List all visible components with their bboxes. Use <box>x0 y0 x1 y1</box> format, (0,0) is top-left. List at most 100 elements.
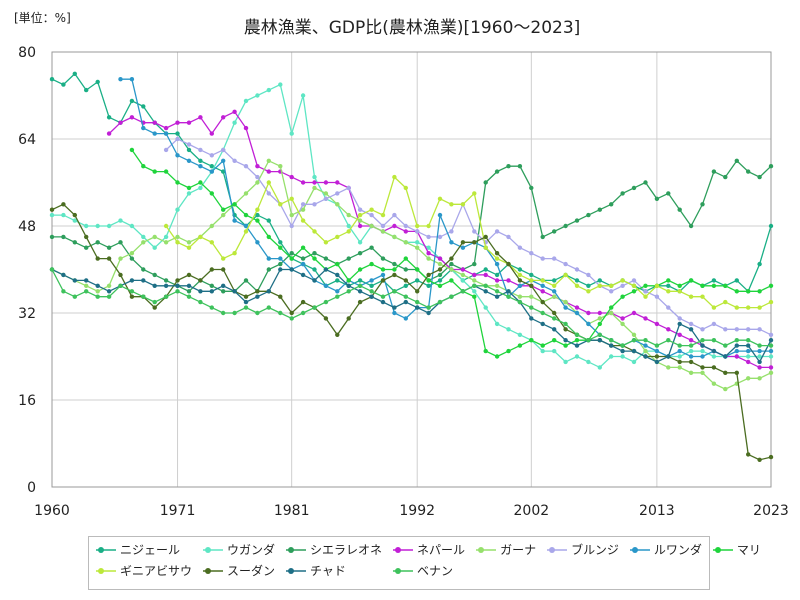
data-point <box>175 136 180 142</box>
data-point <box>529 283 534 288</box>
series-11 <box>49 267 774 365</box>
data-point <box>232 218 237 223</box>
data-point <box>380 272 386 278</box>
data-point <box>768 354 774 359</box>
data-point <box>483 267 488 272</box>
data-point <box>746 327 751 332</box>
data-point <box>757 289 762 294</box>
data-point <box>552 327 557 332</box>
data-point <box>688 354 694 359</box>
data-point <box>312 305 317 310</box>
data-point <box>141 278 146 283</box>
data-point <box>746 359 751 365</box>
data-point <box>335 294 340 299</box>
data-point <box>198 115 203 120</box>
data-point <box>552 294 557 299</box>
data-point <box>243 229 249 234</box>
data-point <box>106 131 112 136</box>
data-point <box>357 240 363 245</box>
data-point <box>437 234 443 240</box>
data-point <box>711 321 717 327</box>
data-point <box>186 142 192 147</box>
data-point <box>540 299 545 305</box>
data-point <box>746 343 751 348</box>
data-point <box>472 240 477 245</box>
data-point <box>472 283 477 288</box>
data-point <box>129 147 135 153</box>
data-point <box>540 278 545 283</box>
data-point <box>677 321 682 327</box>
data-point <box>506 234 511 240</box>
data-point <box>574 343 580 348</box>
data-point <box>346 278 351 283</box>
series-1 <box>49 71 774 294</box>
data-point <box>392 289 397 294</box>
data-point <box>711 365 717 370</box>
data-point <box>494 278 500 283</box>
data-point <box>403 299 408 305</box>
legend-item: ルワンダ <box>629 541 702 558</box>
data-point <box>232 109 237 115</box>
data-point <box>415 305 420 310</box>
data-point <box>369 245 374 250</box>
data-point <box>654 354 660 359</box>
data-point <box>494 283 500 288</box>
data-point <box>175 289 180 294</box>
data-point <box>198 278 203 283</box>
data-point <box>392 310 397 316</box>
data-point <box>643 294 648 299</box>
data-point <box>403 240 408 245</box>
data-point <box>654 321 660 327</box>
data-point <box>300 299 306 305</box>
data-point <box>517 278 523 283</box>
data-point <box>586 289 591 294</box>
data-point <box>552 348 557 354</box>
data-point <box>289 256 294 261</box>
data-point <box>175 240 180 245</box>
data-point <box>449 202 454 207</box>
data-point <box>757 365 762 370</box>
data-point <box>49 267 55 272</box>
data-point <box>460 267 466 272</box>
legend-label: ネパール <box>417 543 466 557</box>
data-point <box>323 191 329 196</box>
data-point <box>529 316 534 321</box>
data-point <box>768 370 774 375</box>
data-point <box>243 98 249 104</box>
data-point <box>494 256 500 261</box>
data-point <box>415 245 420 250</box>
series-line <box>51 268 772 364</box>
data-point <box>129 115 135 120</box>
data-point <box>346 185 351 191</box>
data-point <box>369 294 374 299</box>
data-point <box>677 365 682 370</box>
data-point <box>163 131 169 136</box>
data-point <box>677 289 682 294</box>
data-point <box>540 321 545 327</box>
data-point <box>266 191 271 196</box>
data-point <box>552 278 557 283</box>
data-point <box>768 299 774 305</box>
data-point <box>631 348 637 354</box>
data-point <box>129 223 135 229</box>
data-point <box>221 169 226 174</box>
data-point <box>460 202 466 207</box>
data-point <box>586 212 591 218</box>
data-point <box>757 174 762 180</box>
data-point <box>152 283 157 288</box>
data-point <box>95 289 100 294</box>
legend-label: ニジェール <box>120 543 181 557</box>
data-point <box>746 305 751 310</box>
data-point <box>175 180 180 185</box>
data-point <box>403 267 408 272</box>
data-point <box>437 196 443 201</box>
data-point <box>278 256 283 261</box>
data-point <box>506 164 511 169</box>
data-point <box>666 191 671 196</box>
data-point <box>278 240 283 245</box>
data-point <box>129 289 135 294</box>
data-point <box>335 261 340 267</box>
data-point <box>61 212 66 218</box>
legend-item: ウガンダ <box>202 541 275 558</box>
